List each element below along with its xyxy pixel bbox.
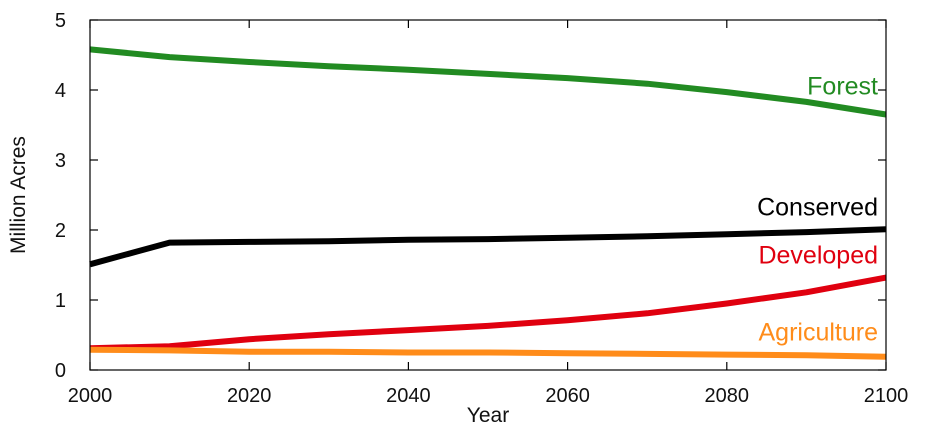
plot-frame [89,19,887,371]
x-axis-title: Year [467,404,509,427]
y-tick-label: 0 [55,360,66,382]
y-tick-label: 2 [55,220,66,242]
series-line-agriculture [89,346,887,360]
series-line-conserved [89,226,887,268]
series-label-agriculture: Agriculture [759,319,879,347]
y-tick-label: 3 [55,150,66,172]
x-tick-label: 2100 [864,385,909,407]
x-tick-label: 2000 [68,385,113,407]
y-tick-label: 5 [55,10,66,32]
series-label-developed: Developed [758,242,878,270]
labels-layer: Year Million Acres Forest Conserved Develo… [7,73,878,428]
series-line-forest [89,46,887,118]
series-line-developed [89,274,887,352]
series-label-forest: Forest [807,73,878,101]
y-axis-title: Million Acres [7,136,30,254]
y-tick-label: 1 [55,290,66,312]
y-tick-label: 4 [55,80,66,102]
x-tick-label: 2060 [545,385,590,407]
ticks-layer: 2000 2020 2040 2060 2080 2100 0 1 2 3 4 5 [55,10,908,407]
x-tick-label: 2080 [705,385,750,407]
x-tick-label: 2020 [227,385,272,407]
series-layer [89,46,887,360]
x-tick-label: 2040 [386,385,431,407]
series-label-conserved: Conserved [757,193,878,221]
axes-layer [89,19,887,371]
